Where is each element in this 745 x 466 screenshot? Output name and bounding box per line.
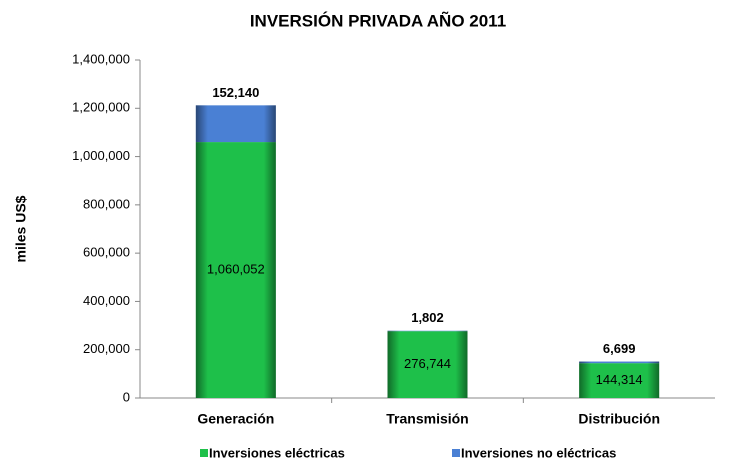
y-axis-label: miles US$ — [13, 195, 29, 262]
y-tick-label: 400,000 — [83, 293, 130, 308]
x-tick-label: Transmisión — [386, 411, 468, 427]
bar-shade — [195, 105, 276, 143]
bar-shade — [579, 361, 660, 364]
value-label: 1,802 — [411, 310, 444, 325]
bar-shade — [579, 363, 660, 398]
bar-shade — [195, 142, 276, 398]
x-tick-label: Generación — [197, 411, 274, 427]
value-label: 1,060,052 — [207, 261, 265, 276]
value-label: 6,699 — [603, 341, 636, 356]
y-tick-label: 200,000 — [83, 341, 130, 356]
y-tick-label: 600,000 — [83, 245, 130, 260]
legend-swatch — [200, 449, 208, 457]
legend-label: Inversiones no eléctricas — [461, 445, 616, 460]
value-label: 276,744 — [404, 356, 451, 371]
legend-label: Inversiones eléctricas — [209, 445, 345, 460]
y-tick-label: 800,000 — [83, 196, 130, 211]
legend-swatch — [452, 449, 460, 457]
value-label: 144,314 — [596, 372, 643, 387]
chart-title: INVERSIÓN PRIVADA AÑO 2011 — [250, 10, 506, 30]
y-tick-label: 1,200,000 — [72, 100, 130, 115]
x-tick-label: Distribución — [578, 411, 660, 427]
y-tick-label: 1,400,000 — [72, 51, 130, 66]
bar-shade — [387, 331, 468, 398]
value-label: 152,140 — [212, 85, 259, 100]
y-tick-label: 0 — [123, 389, 130, 404]
y-tick-label: 1,000,000 — [72, 148, 130, 163]
